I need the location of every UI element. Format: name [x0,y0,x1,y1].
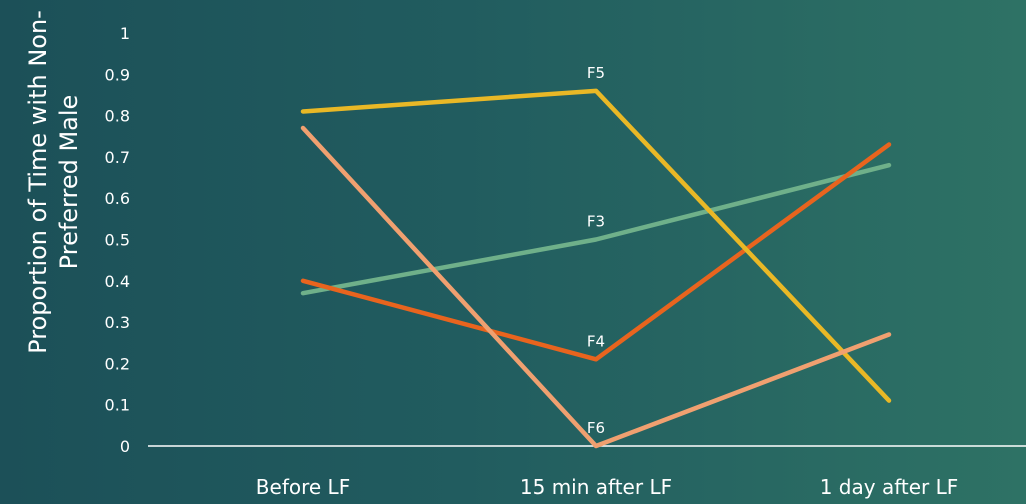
y-tick-label: 0.3 [105,313,130,332]
series-labels: F3 F4 F5 F6 [587,64,605,437]
series-label-f4: F4 [587,332,605,350]
y-tick-label: 0.8 [105,107,130,126]
y-axis-title-line-2: Preferred Male [55,95,83,270]
series-line-f6 [300,125,892,449]
y-tick-label: 0.1 [105,396,130,415]
y-tick-label: 0 [120,437,130,456]
y-tick-label: 0.4 [105,272,130,291]
series-label-f5: F5 [587,64,605,82]
y-tick-label: 0.7 [105,148,130,167]
y-tick-label: 1 [120,24,130,43]
x-category-label: 1 day after LF [820,475,959,499]
x-axis-categories: Before LF 15 min after LF 1 day after LF [256,475,958,499]
y-axis-title-line-1: Proportion of Time with Non- [24,10,52,354]
y-axis-title: Proportion of Time with Non- Preferred M… [24,10,83,354]
series-line-f3 [300,162,892,296]
x-category-label: 15 min after LF [520,475,672,499]
y-tick-label: 0.5 [105,231,130,250]
y-tick-label: 0.9 [105,65,130,84]
y-axis-ticks: 0 0.1 0.2 0.3 0.4 0.5 0.6 0.7 0.8 0.9 1 [105,24,130,456]
series-line-f5 [300,88,892,403]
y-tick-label: 0.6 [105,189,130,208]
series-lines [300,88,892,449]
series-label-f6: F6 [587,419,605,437]
series-line-f4 [300,142,892,362]
y-tick-label: 0.2 [105,354,130,373]
series-label-f3: F3 [587,213,605,231]
x-category-label: Before LF [256,475,350,499]
